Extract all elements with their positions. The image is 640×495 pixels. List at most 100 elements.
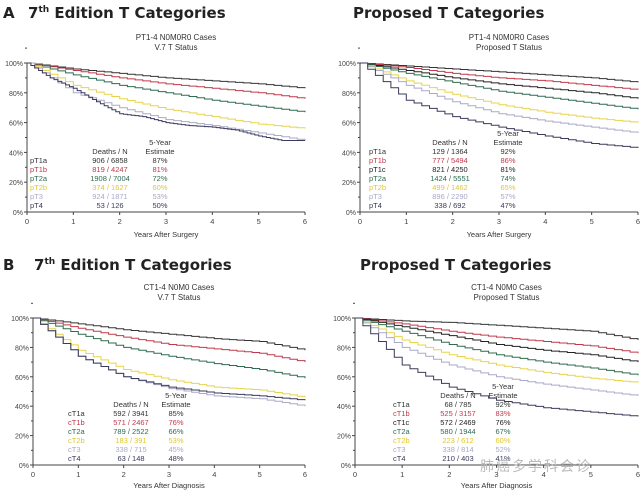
legend-deaths-n: 896 / 2290	[432, 192, 467, 201]
chart-subtitle: V.7 T Status	[155, 43, 198, 52]
x-tick-label: 6	[303, 470, 307, 479]
legend-name: pT2a	[369, 174, 387, 183]
x-tick-label: 4	[210, 217, 214, 226]
y-tick-label: 0%	[13, 210, 23, 217]
section-b-left-title: 7th Edition T Categories	[34, 256, 232, 274]
y-tick-label: 0%	[19, 463, 29, 470]
legend-name: pT1a	[30, 156, 48, 165]
series-line-pT4	[360, 62, 639, 148]
y-tick-label: 80%	[342, 91, 356, 98]
table-header-deaths-n: Deaths / N	[92, 147, 127, 156]
table-header-5year: 5-Year	[165, 391, 187, 400]
y-tick-label: 60%	[9, 121, 23, 128]
legend-estimate: 67%	[495, 427, 510, 436]
legend-deaths-n: 525 / 3157	[440, 409, 475, 418]
legend-name: cT2b	[68, 436, 85, 445]
title-sup: th	[44, 257, 56, 267]
legend-deaths-n: 210 / 403	[442, 454, 473, 463]
legend-estimate: 74%	[500, 174, 515, 183]
series-line-pT3	[27, 62, 306, 141]
legend-deaths-n: 338 / 692	[434, 201, 465, 210]
legend-estimate: 85%	[168, 409, 183, 418]
chart-title: PT1-4 N0M0R0 Cases	[136, 33, 216, 42]
legend-estimate: 83%	[495, 409, 510, 418]
y-tick-label: 100%	[333, 316, 351, 323]
legend-estimate: 60%	[152, 183, 167, 192]
x-tick-label: 5	[590, 217, 594, 226]
legend-deaths-n: 183 / 391	[115, 436, 146, 445]
x-tick-label: 4	[212, 470, 216, 479]
legend-estimate: 60%	[495, 436, 510, 445]
y-tick-label: 20%	[9, 180, 23, 187]
legend-name: cT2a	[393, 427, 411, 436]
x-tick-label: 3	[164, 217, 168, 226]
legend-deaths-n: 68 / 785	[444, 400, 471, 409]
legend-deaths-n: 789 / 2522	[113, 427, 148, 436]
legend-name: pT2b	[369, 183, 386, 192]
legend-name: cT1b	[68, 418, 85, 427]
y-tick-label: 60%	[15, 375, 29, 382]
legend-deaths-n: 338 / 715	[115, 445, 146, 454]
legend-deaths-n: 906 / 6858	[92, 156, 127, 165]
title-rest: Edition T Categories	[49, 4, 226, 22]
table-header-estimate: Estimate	[493, 138, 522, 147]
chart-title: CT1-4 N0M0 Cases	[471, 283, 542, 292]
watermark: 肺癌多学科会诊	[480, 459, 592, 475]
x-axis-label: Years After Surgery	[467, 230, 532, 239]
y-tick-label: 20%	[337, 434, 351, 441]
legend-estimate: 45%	[168, 445, 183, 454]
series-line-cT1c	[355, 317, 639, 363]
legend-name: cT1c	[393, 418, 410, 427]
y-tick-label: 80%	[9, 91, 23, 98]
series-line-pT2a	[27, 62, 306, 113]
x-tick-label: 4	[542, 470, 546, 479]
x-tick-label: 2	[118, 217, 122, 226]
x-tick-label: 2	[122, 470, 126, 479]
legend-name: pT1b	[30, 165, 47, 174]
legend-name: pT1b	[369, 156, 386, 165]
series-line-cT1b	[33, 317, 306, 363]
x-tick-label: 1	[71, 217, 75, 226]
table-header-deaths-n: Deaths / N	[113, 400, 148, 409]
y-tick-label: 20%	[342, 180, 356, 187]
x-tick-label: 2	[451, 217, 455, 226]
y-tick-label: 40%	[9, 150, 23, 157]
x-tick-label: 6	[303, 217, 307, 226]
legend-name: cT2b	[393, 436, 410, 445]
legend-estimate: 81%	[152, 165, 167, 174]
legend-name: cT4	[68, 454, 81, 463]
chart-title: PT1-4 N0M0R0 Cases	[469, 33, 549, 42]
legend-deaths-n: 821 / 4250	[432, 165, 467, 174]
x-tick-label: 1	[76, 470, 80, 479]
series-line-pT2a	[360, 62, 639, 110]
legend-deaths-n: 572 / 2469	[440, 418, 475, 427]
legend-name: cT1b	[393, 409, 410, 418]
y-tick-label: 40%	[337, 404, 351, 411]
y-tick-label: 40%	[342, 150, 356, 157]
x-tick-label: 6	[636, 470, 640, 479]
legend-deaths-n: 1908 / 7004	[90, 174, 130, 183]
table-header-deaths-n: Deaths / N	[432, 138, 467, 147]
y-tick-label: 100%	[11, 316, 29, 323]
legend-deaths-n: 580 / 1944	[440, 427, 475, 436]
legend-estimate: 92%	[495, 400, 510, 409]
x-axis-label: Years After Surgery	[134, 230, 199, 239]
legend-deaths-n: 338 / 814	[442, 445, 473, 454]
chart-subtitle: V.7 T Status	[158, 293, 201, 302]
y-tick-label: 40%	[15, 404, 29, 411]
x-tick-label: 0	[25, 217, 29, 226]
y-tick-label: 0%	[346, 210, 356, 217]
legend-name: pT4	[30, 201, 43, 210]
section-letter-a: A	[3, 4, 15, 22]
legend-deaths-n: 53 / 126	[96, 201, 123, 210]
series-line-cT2a	[33, 317, 306, 379]
chart-subtitle: Proposed T Status	[476, 43, 542, 52]
x-tick-label: 1	[400, 470, 404, 479]
x-tick-label: 3	[167, 470, 171, 479]
legend-estimate: 86%	[500, 156, 515, 165]
table-header-estimate: Estimate	[145, 147, 174, 156]
x-tick-label: 0	[358, 217, 362, 226]
legend-name: pT3	[369, 192, 382, 201]
